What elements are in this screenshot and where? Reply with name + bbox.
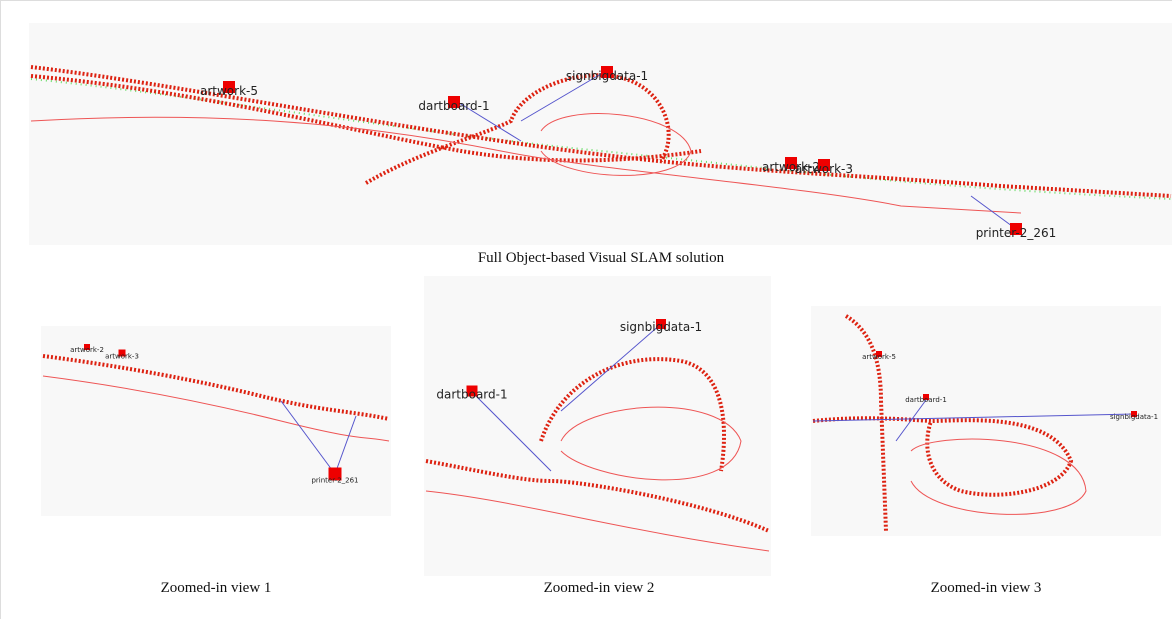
object-label: dartboard-1 <box>436 388 507 402</box>
object-label: signbigdata-1 <box>566 69 648 83</box>
object-label: dartboard-1 <box>905 396 947 404</box>
caption: Zoomed-in view 2 <box>544 580 655 596</box>
main-view <box>29 23 1172 245</box>
caption: Zoomed-in view 3 <box>931 580 1042 596</box>
object-label: dartboard-1 <box>418 99 489 113</box>
object-label: signbigdata-1 <box>620 320 702 334</box>
object-label: artwork-5 <box>862 353 896 361</box>
object-label: artwork-2 <box>70 346 104 354</box>
caption: Full Object-based Visual SLAM solution <box>478 250 725 266</box>
view-2 <box>424 276 771 576</box>
object-label: signbigdata-1 <box>1110 413 1158 421</box>
figure: artwork-5 dartboard-1 signbigdata-1 artwork… <box>0 0 1172 619</box>
caption: Zoomed-in view 1 <box>161 580 272 596</box>
figure-canvas: artwork-5 dartboard-1 signbigdata-1 artwork… <box>1 1 1172 619</box>
view-image <box>41 326 391 516</box>
object-label: artwork-3 <box>105 353 139 361</box>
view-image <box>424 276 771 576</box>
view-3 <box>811 306 1161 536</box>
object-label: printer-2_261 <box>311 477 358 485</box>
object-label: printer-2_261 <box>976 226 1057 240</box>
view-1 <box>41 326 391 516</box>
object-label: artwork-3 <box>795 162 853 176</box>
object-label: artwork-5 <box>200 84 258 98</box>
